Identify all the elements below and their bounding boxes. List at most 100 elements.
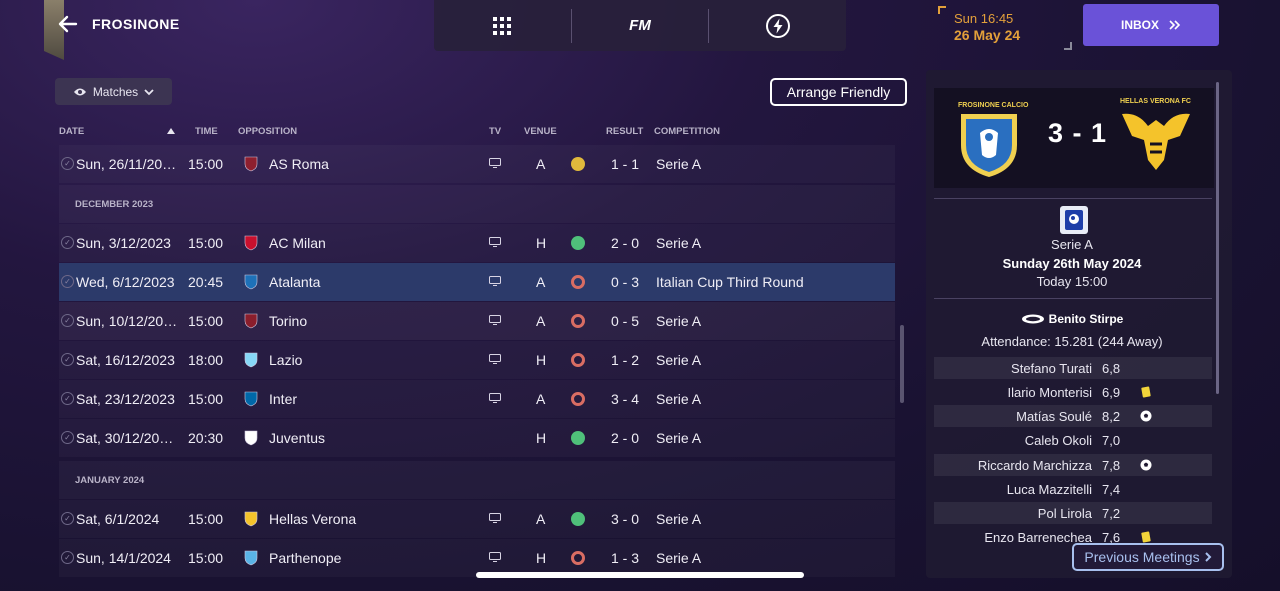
- fm-home-button[interactable]: FM: [572, 0, 709, 51]
- back-arrow-icon[interactable]: [56, 12, 80, 36]
- club-color-tab: [44, 0, 64, 60]
- fixture-row[interactable]: ✓ Sun, 3/12/2023 15:00 AC Milan H 2 - 0 Serie …: [59, 224, 895, 262]
- played-check-icon: ✓: [61, 392, 74, 405]
- fixture-row[interactable]: ✓ Sat, 16/12/2023 18:00 Lazio H 1 - 2 Serie A: [59, 341, 895, 379]
- quick-actions-button[interactable]: [709, 0, 846, 51]
- opponent-name[interactable]: Juventus: [269, 430, 326, 446]
- fixture-competition[interactable]: Serie A: [656, 550, 702, 566]
- fixture-competition[interactable]: Serie A: [656, 313, 702, 329]
- chevron-down-icon: [144, 88, 154, 95]
- fixture-row[interactable]: ✓ Sat, 30/12/20… 20:30 Juventus H 2 - 0 Serie …: [59, 419, 895, 457]
- player-row[interactable]: Enzo Barrenechea 7,6: [934, 526, 1212, 548]
- fixture-result[interactable]: 3 - 4: [611, 391, 640, 407]
- fixture-competition[interactable]: Serie A: [656, 156, 702, 172]
- fixture-competition[interactable]: Serie A: [656, 511, 702, 527]
- player-rating: 7,8: [1102, 458, 1121, 473]
- away-team-crest-icon[interactable]: [1118, 110, 1194, 172]
- fixture-result[interactable]: 1 - 3: [611, 550, 640, 566]
- home-team-crest-icon[interactable]: [958, 111, 1020, 179]
- played-check-icon: ✓: [61, 236, 74, 249]
- fixture-date: Sun, 10/12/20…: [76, 313, 178, 329]
- player-row[interactable]: Luca Mazzitelli 7,4: [934, 478, 1212, 500]
- fixture-row[interactable]: ✓ Sun, 14/1/2024 15:00 Parthenope H 1 - 3 Seri…: [59, 539, 895, 577]
- fixture-venue: H: [536, 352, 547, 368]
- fixture-row[interactable]: ✓ Sat, 6/1/2024 15:00 Hellas Verona A 3 - 0 Se…: [59, 500, 895, 538]
- column-header-competition[interactable]: COMPETITION: [654, 126, 720, 137]
- column-header-result[interactable]: RESULT: [606, 126, 644, 137]
- stadium: Benito Stirpe: [926, 312, 1218, 326]
- fixture-row[interactable]: ✓ Sun, 10/12/20… 15:00 Torino A 0 - 5 Serie A: [59, 302, 895, 340]
- fixture-date: Sun, 14/1/2024: [76, 550, 171, 566]
- fixture-competition[interactable]: Serie A: [656, 430, 702, 446]
- player-name: Matías Soulé: [1016, 409, 1092, 424]
- column-header-time[interactable]: TIME: [195, 126, 218, 137]
- fixture-time: 20:30: [188, 430, 224, 446]
- opponent-name[interactable]: AC Milan: [269, 235, 326, 251]
- fixture-result[interactable]: 0 - 3: [611, 274, 640, 290]
- game-time: Sun 16:45: [954, 11, 1014, 26]
- player-row[interactable]: Caleb Okoli 7,0: [934, 429, 1212, 451]
- player-name: Ilario Monterisi: [1007, 385, 1092, 400]
- player-rating: 6,8: [1102, 361, 1121, 376]
- grid-icon: [493, 16, 512, 35]
- fixture-result[interactable]: 2 - 0: [611, 430, 640, 446]
- fixture-date: Sat, 6/1/2024: [76, 511, 160, 527]
- player-row[interactable]: Riccardo Marchizza 7,8: [934, 454, 1212, 476]
- tv-icon: [489, 158, 501, 168]
- fixture-competition[interactable]: Serie A: [656, 235, 702, 251]
- game-date-display[interactable]: Sun 16:45 26 May 24: [938, 6, 1072, 50]
- month-divider: DECEMBER 2023: [59, 185, 895, 223]
- fixture-time: 15:00: [188, 550, 224, 566]
- player-row[interactable]: Stefano Turati 6,8: [934, 357, 1212, 379]
- lightning-icon: [765, 13, 790, 38]
- player-rating: 7,2: [1102, 506, 1121, 521]
- player-row[interactable]: Matías Soulé 8,2: [934, 405, 1212, 427]
- fixture-result[interactable]: 1 - 1: [611, 156, 640, 172]
- column-header-tv[interactable]: TV: [489, 126, 502, 137]
- played-check-icon: ✓: [61, 275, 74, 288]
- fixtures-column-headers: DATE TIME OPPOSITION TV VENUE RESULT COM…: [59, 126, 895, 138]
- view-filter-dropdown[interactable]: Matches: [55, 78, 172, 105]
- fixture-result[interactable]: 3 - 0: [611, 511, 640, 527]
- player-row[interactable]: Pol Lirola 7,2: [934, 502, 1212, 524]
- opponent-name[interactable]: Hellas Verona: [269, 511, 357, 527]
- match-competition: Serie A: [1051, 237, 1093, 252]
- nav-divider: [708, 8, 710, 43]
- fixture-result[interactable]: 1 - 2: [611, 352, 640, 368]
- double-chevron-right-icon: [1169, 20, 1181, 30]
- opponent-crest-icon: [244, 352, 258, 368]
- player-name: Caleb Okoli: [1024, 433, 1092, 448]
- fixture-result[interactable]: 2 - 0: [611, 235, 640, 251]
- fixture-competition[interactable]: Serie A: [656, 352, 702, 368]
- result-loss-icon: [571, 353, 585, 367]
- away-team-name: HELLAS VERONA FC: [1120, 98, 1191, 105]
- home-team-name: FROSINONE CALCIO: [958, 102, 1029, 109]
- fixture-result[interactable]: 0 - 5: [611, 313, 640, 329]
- previous-meetings-button[interactable]: Previous Meetings: [1072, 543, 1224, 571]
- player-row[interactable]: Ilario Monterisi 6,9: [934, 381, 1212, 403]
- inbox-button[interactable]: INBOX: [1083, 4, 1219, 46]
- fixture-competition[interactable]: Serie A: [656, 391, 702, 407]
- column-header-venue[interactable]: VENUE: [524, 126, 557, 137]
- column-header-opposition[interactable]: OPPOSITION: [238, 126, 298, 137]
- opponent-name[interactable]: AS Roma: [269, 156, 329, 172]
- arrange-friendly-button[interactable]: Arrange Friendly: [770, 78, 907, 106]
- panel-scrollbar[interactable]: [1216, 82, 1219, 394]
- fixtures-scrollbar[interactable]: [900, 325, 904, 403]
- opponent-name[interactable]: Torino: [269, 313, 308, 329]
- fixture-row[interactable]: ✓ Sat, 23/12/2023 15:00 Inter A 3 - 4 Serie A: [59, 380, 895, 418]
- opponent-name[interactable]: Inter: [269, 391, 298, 407]
- opponent-name[interactable]: Lazio: [269, 352, 303, 368]
- opponent-name[interactable]: Parthenope: [269, 550, 342, 566]
- fixture-date: Sat, 16/12/2023: [76, 352, 175, 368]
- fixture-competition[interactable]: Italian Cup Third Round: [656, 274, 804, 290]
- fixture-row[interactable]: ✓ Sun, 26/11/20… 15:00 AS Roma A 1 - 1 Serie A: [59, 145, 895, 183]
- played-check-icon: ✓: [61, 157, 74, 170]
- corner-decoration: [938, 6, 946, 14]
- opponent-name[interactable]: Atalanta: [269, 274, 321, 290]
- column-header-date[interactable]: DATE: [59, 126, 85, 137]
- serie-a-icon[interactable]: [1060, 206, 1088, 234]
- menu-grid-button[interactable]: [434, 0, 571, 51]
- home-indicator[interactable]: [476, 572, 804, 578]
- fixture-row-selected[interactable]: ✓ Wed, 6/12/2023 20:45 Atalanta A 0 - 3 Italia…: [59, 263, 895, 301]
